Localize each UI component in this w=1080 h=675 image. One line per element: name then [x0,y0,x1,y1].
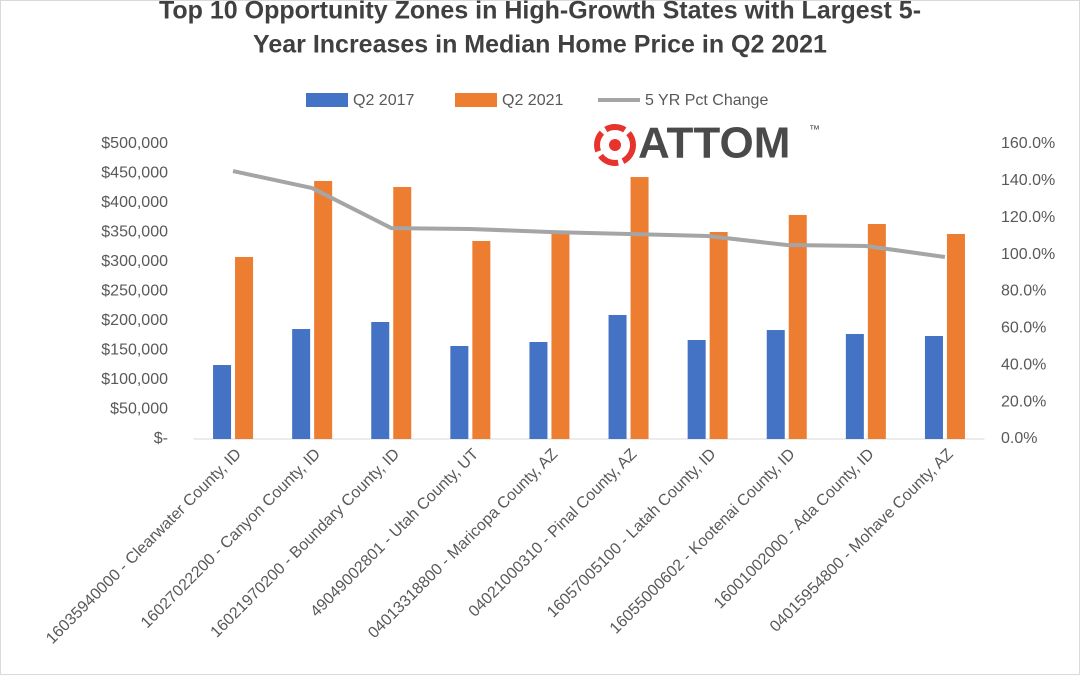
legend-label: 5 YR Pct Change [645,92,768,109]
bar [371,322,390,439]
bar [630,177,649,440]
bar [551,231,570,439]
line [232,169,946,260]
y-tick-label: $250,000 [101,283,168,300]
y2-tick-label: 140.0% [1001,172,1055,189]
legend-swatch [455,93,497,107]
y-tick-label: $400,000 [101,194,168,211]
chart-title: Top 10 Opportunity Zones in High-Growth … [159,0,921,25]
chart-title: Year Increases in Median Home Price in Q… [253,31,827,59]
bar [709,232,728,439]
y2-tick-label: 160.0% [1001,135,1055,152]
y2-tick-label: 20.0% [1001,393,1046,410]
logo-icon [609,139,621,151]
bar [867,224,886,439]
bar [450,346,469,439]
legend-swatch [306,93,348,107]
bar [924,335,943,439]
y2-tick-label: 80.0% [1001,283,1046,300]
bar [687,339,706,439]
legend-label: Q2 2021 [502,92,563,109]
bar [393,187,412,439]
y-tick-label: $50,000 [110,401,168,418]
legend-label: Q2 2017 [353,92,414,109]
bar [292,329,311,439]
y-tick-label: $- [154,430,168,447]
bar [845,333,864,439]
bar [608,314,627,439]
y-tick-label: $200,000 [101,312,168,329]
bar [314,180,333,440]
bar [472,240,491,439]
y-tick-label: $350,000 [101,224,168,241]
y2-tick-label: 0.0% [1001,430,1037,447]
y2-tick-label: 120.0% [1001,209,1055,226]
bar [529,342,548,439]
bar [788,214,807,439]
logo-mark: ™ [809,124,820,136]
bar [213,365,232,439]
bar [766,330,785,439]
y-tick-label: $150,000 [101,342,168,359]
logo-icon [594,124,636,166]
logo: ATTOM ™ [594,119,820,168]
y-tick-label: $500,000 [101,135,168,152]
logo-text: ATTOM [638,119,790,168]
y2-tick-label: 60.0% [1001,320,1046,337]
bar [946,233,965,439]
y2-tick-label: 100.0% [1001,246,1055,263]
y-tick-label: $100,000 [101,371,168,388]
y2-tick-label: 40.0% [1001,356,1046,373]
y-tick-label: $450,000 [101,165,168,182]
y-tick-label: $300,000 [101,253,168,270]
bar [235,256,254,439]
